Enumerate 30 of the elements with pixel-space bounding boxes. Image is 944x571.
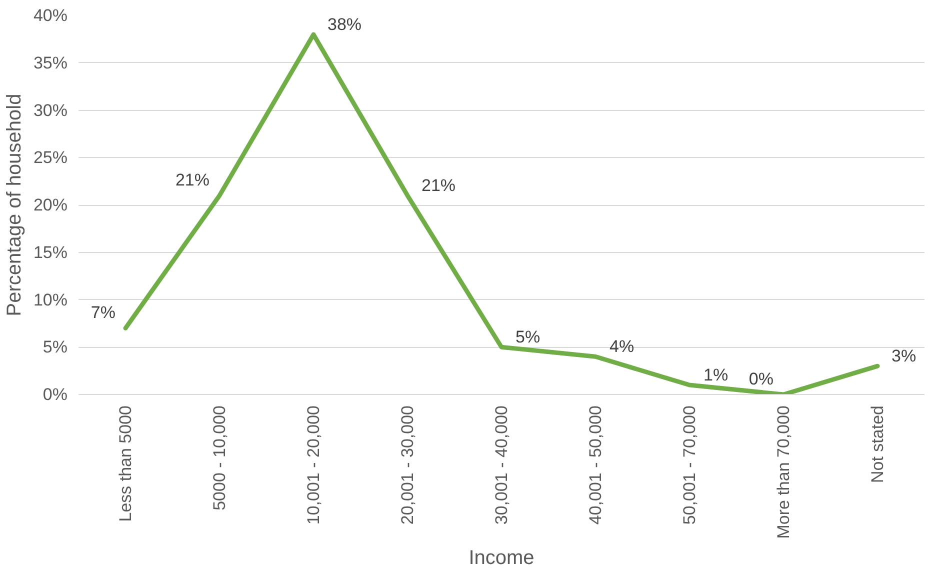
data-label: 3%	[892, 346, 916, 366]
x-tick-label: 10,001 - 20,000	[304, 405, 323, 525]
x-tick-label: Less than 5000	[116, 405, 135, 522]
data-label: 7%	[90, 303, 116, 322]
y-tick-label: 20%	[33, 196, 68, 214]
y-tick-label: 15%	[33, 242, 68, 262]
y-tick-label: 10%	[33, 290, 68, 310]
data-label: 4%	[610, 337, 634, 356]
x-tick-label: 5000 - 10,000	[210, 406, 229, 510]
x-tick-label: Not stated	[868, 405, 887, 483]
x-tick-label: 30,001 - 40,000	[492, 405, 511, 525]
y-tick-label: 25%	[33, 148, 68, 168]
y-tick-label: 40%	[33, 6, 68, 25]
line-series	[123, 32, 880, 394]
y-axis-title: Percentage of household	[3, 94, 26, 316]
x-tick-label: 50,001 - 70,000	[680, 405, 699, 525]
data-label: 21%	[175, 170, 210, 190]
x-axis-title: Income	[468, 546, 534, 569]
x-tick-label: 20,001 - 30,000	[398, 405, 417, 525]
y-tick-label: 5%	[42, 338, 68, 357]
x-tick-label: 40,001 - 50,000	[586, 405, 605, 525]
data-label: 0%	[748, 370, 774, 388]
data-label: 1%	[704, 366, 728, 385]
y-tick-label: 30%	[33, 100, 68, 120]
data-label: 38%	[328, 14, 362, 34]
y-tick-label: 0%	[42, 385, 68, 404]
y-tick-label: 35%	[33, 53, 68, 72]
x-tick-label: More than 70,000	[774, 405, 793, 539]
data-label: 5%	[516, 328, 540, 347]
data-label: 21%	[422, 176, 456, 196]
